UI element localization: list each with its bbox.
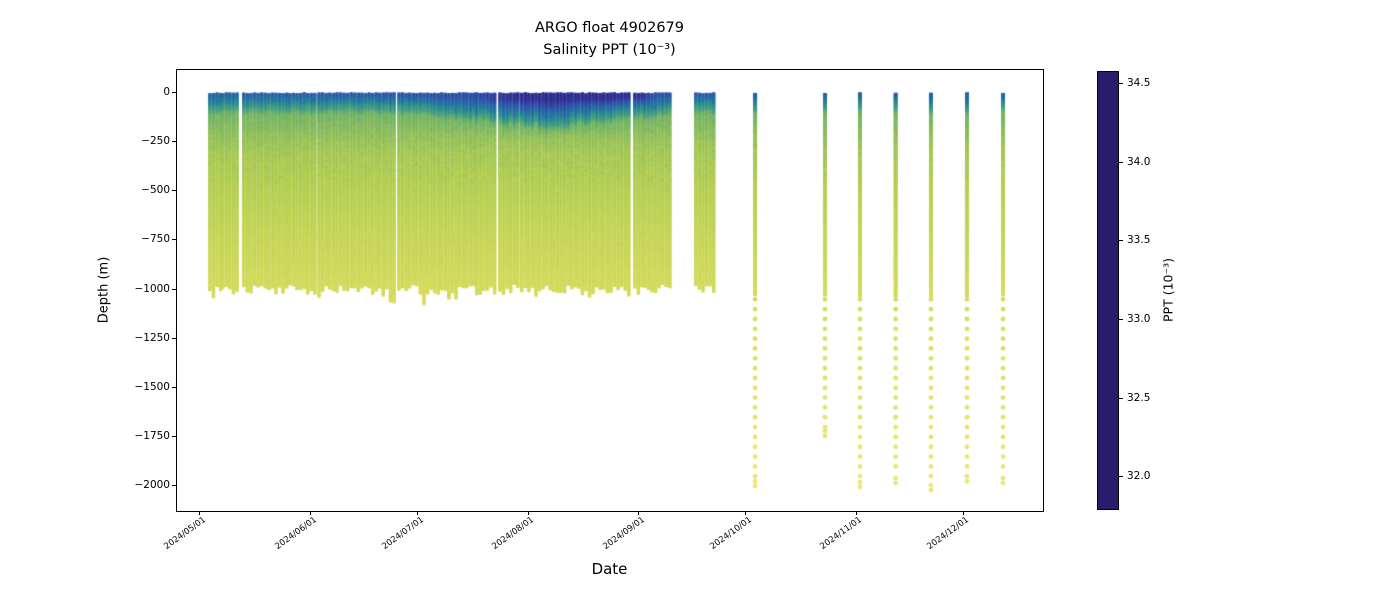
- x-tick-label: 2024/11/01: [818, 514, 865, 552]
- colorbar-tick-label: 33.0: [1127, 313, 1151, 326]
- y-tick-label: −1750: [134, 429, 170, 442]
- colorbar: [1097, 71, 1119, 510]
- y-tickmark: [172, 190, 176, 192]
- y-tickmark: [172, 141, 176, 143]
- x-tickmark: [527, 510, 529, 515]
- y-tickmark: [172, 485, 176, 487]
- y-tick-label: −250: [141, 135, 170, 148]
- colorbar-tickmark: [1119, 240, 1123, 242]
- x-tickmark: [638, 510, 640, 515]
- x-tick-label: 2024/06/01: [272, 514, 319, 552]
- colorbar-tick-label: 34.5: [1127, 77, 1151, 90]
- plot-area: [175, 69, 1044, 512]
- colorbar-tickmark: [1119, 397, 1123, 399]
- y-tickmark: [172, 435, 176, 437]
- y-tick-label: −500: [141, 184, 170, 197]
- colorbar-tickmark: [1119, 476, 1123, 478]
- y-tick-label: −1500: [134, 380, 170, 393]
- y-tickmark: [172, 288, 176, 290]
- y-tick-label: −1000: [134, 282, 170, 295]
- x-tick-label: 2024/10/01: [708, 514, 754, 552]
- x-tickmark: [855, 510, 857, 515]
- y-tickmark: [172, 239, 176, 241]
- x-axis-label: Date: [591, 560, 628, 578]
- y-axis-label: Depth (m): [96, 256, 112, 324]
- colorbar-tick-label: 32.0: [1127, 470, 1151, 483]
- x-tick-label: 2024/05/01: [162, 514, 208, 552]
- y-tickmark: [172, 386, 176, 388]
- colorbar-tickmark: [1119, 161, 1123, 163]
- x-tick-label: 2024/07/01: [379, 514, 426, 552]
- y-tickmark: [172, 337, 176, 339]
- chart-title: ARGO float 4902679: [534, 20, 684, 36]
- x-tickmark: [745, 510, 747, 515]
- colorbar-tickmark: [1119, 319, 1123, 321]
- colorbar-gradient: [1098, 72, 1118, 509]
- x-tickmark: [310, 510, 311, 515]
- colorbar-tick-label: 32.5: [1127, 391, 1151, 404]
- y-tick-label: −1250: [134, 331, 170, 344]
- scatter-canvas: [176, 69, 1043, 511]
- x-tick-label: 2024/09/01: [601, 514, 647, 552]
- colorbar-tickmark: [1119, 83, 1123, 85]
- y-tick-label: 0: [163, 85, 170, 98]
- x-tickmark: [962, 510, 964, 515]
- colorbar-label: PPT (10⁻³): [1160, 258, 1176, 322]
- colorbar-tick-label: 34.0: [1127, 155, 1151, 168]
- colorbar-tick-label: 33.5: [1127, 234, 1151, 247]
- x-tick-label: 2024/08/01: [490, 514, 537, 552]
- y-tickmark: [172, 91, 176, 93]
- x-tickmark: [417, 510, 419, 515]
- chart-subtitle: Salinity PPT (10⁻³): [543, 42, 676, 58]
- x-tickmark: [199, 510, 201, 515]
- y-tick-label: −750: [141, 233, 170, 246]
- y-tick-label: −2000: [134, 479, 170, 492]
- x-tick-label: 2024/12/01: [925, 514, 972, 552]
